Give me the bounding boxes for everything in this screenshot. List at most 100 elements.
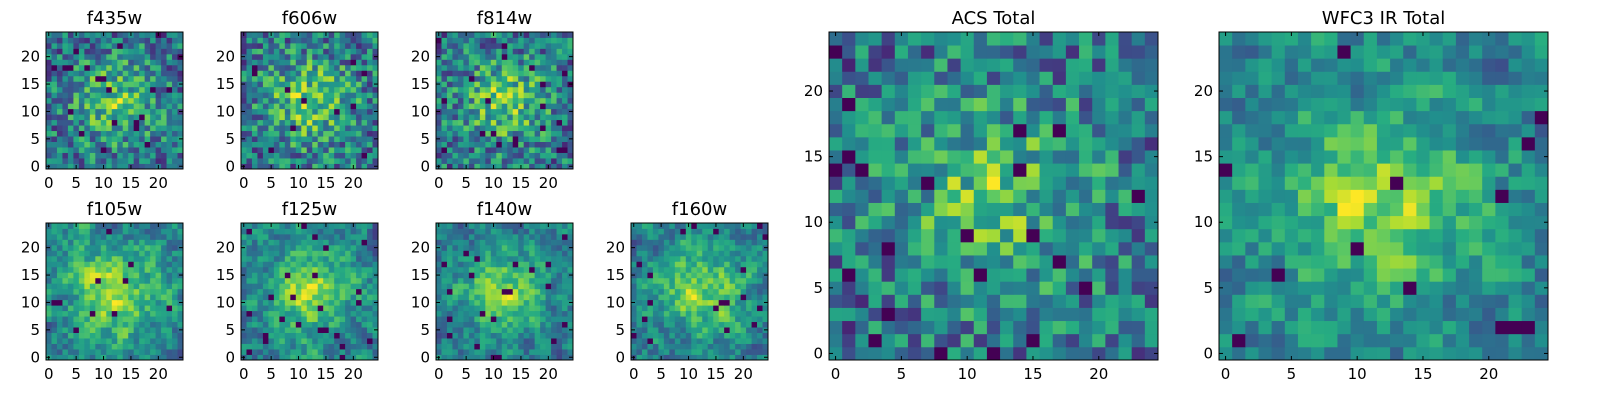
heatmap-cell [479,141,486,148]
heatmap-cell [474,272,481,279]
heatmap-cell [350,261,357,268]
heatmap-cell [1131,294,1146,308]
heatmap-cell [474,103,481,110]
heatmap-cell [663,288,670,295]
heatmap-cell [441,349,448,355]
heatmap-cell [490,288,497,295]
heatmap-cell [556,239,563,246]
heatmap-cell [457,32,464,38]
heatmap-cell [740,277,747,284]
heatmap-cell [177,130,184,137]
heatmap-cell [51,125,58,132]
heatmap-cell [534,163,541,170]
heatmap-cell [46,48,52,55]
heatmap-cell [1039,228,1054,243]
heatmap-cell [295,158,302,164]
heatmap-cell [117,130,124,137]
heatmap-cell [56,299,63,306]
heatmap-cell [161,294,167,301]
heatmap-cell [551,349,557,355]
heatmap-cell [361,266,368,273]
heatmap-cell [562,233,568,240]
heatmap-cell [257,37,264,44]
heatmap-cell [452,349,459,355]
heatmap-cell [62,48,69,55]
heatmap-cell [356,136,362,142]
heatmap-cell [523,125,530,132]
heatmap-cell [534,223,541,229]
heatmap-cell [117,343,124,350]
heatmap-cell [1013,268,1027,282]
heatmap-cell [62,70,69,77]
heatmap-cell [479,42,486,49]
heatmap-cell [161,283,167,290]
heatmap-cell [436,158,442,164]
heatmap-cell [934,163,948,177]
x-tick-label: 5 [71,174,81,192]
heatmap-cell [73,233,80,240]
heatmap-cell [56,305,63,312]
heatmap-cell [762,261,769,268]
heatmap-cell [161,141,167,148]
heatmap-cell [1052,307,1067,322]
heatmap-cell [133,239,140,246]
axes-frame-f160w [630,222,769,361]
heatmap-cell [166,130,173,137]
heatmap-cell [652,349,659,355]
heatmap-cell [356,283,362,290]
heatmap-cell [729,277,736,284]
heatmap-cell [485,321,492,328]
heatmap-cell [301,86,308,93]
heatmap-cell [479,48,486,55]
heatmap-cell [312,81,319,88]
y-tick-label: 0 [420,348,430,366]
heatmap-cell [663,354,670,361]
heatmap-cell [512,261,519,268]
heatmap-cell [273,266,280,273]
heatmap-cell [122,316,129,323]
heatmap-cell [551,147,557,153]
heatmap-cell [172,272,178,279]
heatmap-cell [328,103,335,110]
heatmap-cell [106,255,113,262]
heatmap-cell [713,299,720,306]
heatmap-cell [446,305,453,312]
heatmap-cell [512,244,519,251]
axes-frame-f435w [45,31,184,170]
heatmap-cell [166,147,173,153]
heatmap-cell [350,250,357,257]
heatmap-cell [251,354,258,361]
heatmap-cell [1000,163,1014,177]
heatmap-cell [56,255,63,262]
heatmap-cell [652,239,659,246]
heatmap-cell [100,147,107,153]
heatmap-cell [111,349,118,355]
heatmap-cell [713,250,720,257]
heatmap-cell [501,70,508,77]
heatmap-cell [155,141,162,148]
heatmap-cell [735,327,741,333]
heatmap-cell [540,53,546,60]
heatmap-cell [501,277,508,284]
heatmap-cell [751,272,758,279]
heatmap-cell [246,53,253,60]
heatmap-cell [356,266,362,273]
heatmap-cell [551,37,557,44]
heatmap-cell [106,327,113,333]
heatmap-cell [551,272,557,279]
heatmap-cell [551,42,557,49]
heatmap-cell [507,250,514,257]
heatmap-cell [95,233,102,240]
heatmap-cell [317,349,324,355]
heatmap-cell [921,241,935,256]
heatmap-cell [89,32,96,38]
heatmap-cell [501,272,508,279]
heatmap-cell [273,332,280,339]
heatmap-cell [295,147,302,153]
heatmap-cell [523,136,530,142]
heatmap-cell [457,141,464,148]
heatmap-cell [290,283,297,290]
heatmap-cell [947,189,961,203]
heatmap-cell [457,228,464,235]
heatmap-cell [262,97,269,104]
